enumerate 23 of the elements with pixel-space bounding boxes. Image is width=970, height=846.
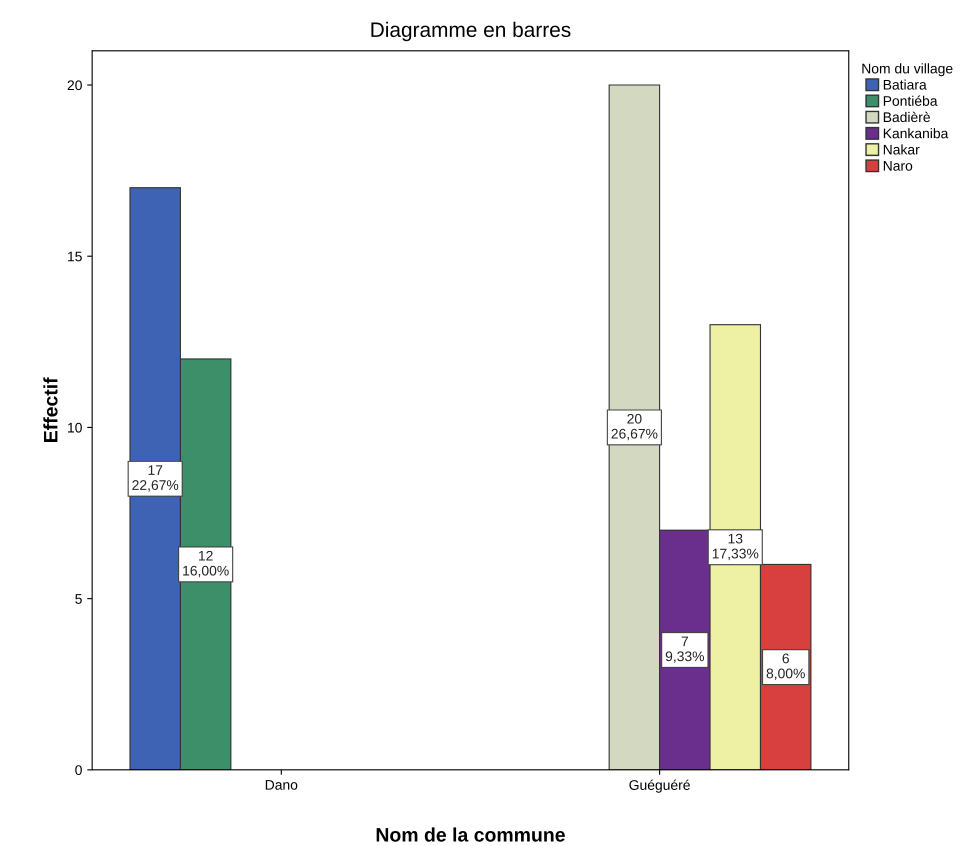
y-tick-label: 15 xyxy=(68,252,82,262)
data-label: 6 8,00% xyxy=(766,654,805,680)
y-tick-label: 10 xyxy=(68,422,82,433)
x-axis-title: Nom de la commune xyxy=(376,827,565,842)
data-label: 12 16,00% xyxy=(183,550,229,578)
y-tick-label: 0 xyxy=(75,765,82,776)
y-tick-label: 5 xyxy=(75,594,82,604)
legend-label: Naro xyxy=(884,161,912,171)
legend-label: Badièrè xyxy=(884,112,930,122)
y-tick-label: 20 xyxy=(68,80,82,90)
data-label: 7 9,33% xyxy=(666,636,704,663)
data-label: 20 26,67% xyxy=(612,414,658,440)
y-axis-title: Effectif xyxy=(43,377,58,442)
data-label: 13 17,33% xyxy=(712,534,758,560)
data-label: 17 22,67% xyxy=(132,465,178,492)
legend-title: Nom du village xyxy=(862,63,952,76)
chart-title: Diagramme en barres xyxy=(371,22,570,42)
legend-label: Kankaniba xyxy=(884,128,948,138)
legend-label: Batiara xyxy=(884,79,927,90)
x-tick-label: Dano xyxy=(266,780,298,790)
legend-label: Nakar xyxy=(884,144,920,155)
x-tick-label: Guéguéré xyxy=(629,780,690,793)
legend-label: Pontiéba xyxy=(884,96,938,106)
